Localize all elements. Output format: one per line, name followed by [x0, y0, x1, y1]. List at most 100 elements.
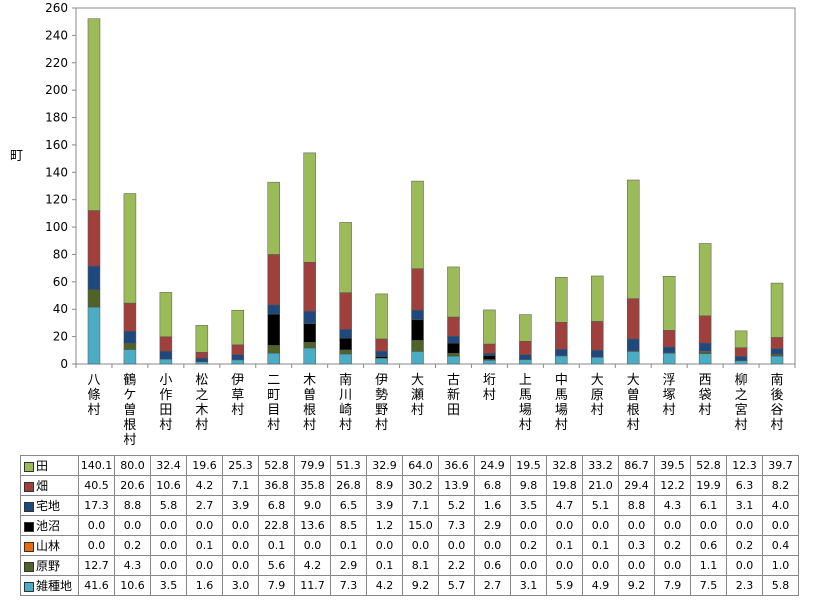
x-tick-label: 村	[339, 418, 352, 433]
bar-segment	[267, 313, 280, 346]
bar-segment	[339, 292, 352, 330]
table-row: 池沼 0.0 0.0 0.0 0.0 0.0 22.8 13.6 8.5 1.2 15.0 7.3 2.…	[20, 515, 799, 536]
x-tick-label: 村	[699, 403, 712, 418]
data-label: 0.6	[690, 535, 727, 556]
data-label: 10.6	[114, 575, 151, 596]
bar-segment	[662, 352, 676, 365]
x-tick-label: 浮	[663, 373, 676, 388]
bar-segment	[591, 357, 604, 365]
bar-segment	[159, 351, 173, 360]
data-label: 7.3	[330, 575, 367, 596]
data-label: 3.5	[150, 575, 187, 596]
x-tick-label: 曽	[303, 388, 316, 403]
bar-segment	[519, 314, 532, 342]
y-axis-label: 町	[10, 149, 24, 164]
x-tick-label: 根	[627, 403, 640, 418]
x-tick-label: 村	[519, 418, 532, 433]
data-label: 1.6	[474, 495, 511, 516]
data-label: 7.1	[402, 495, 439, 516]
bar-segment	[626, 298, 640, 340]
data-label: 0.0	[366, 535, 403, 556]
data-label: 0.0	[114, 515, 151, 536]
bar-segment	[123, 302, 137, 332]
x-tick-label: 南	[339, 372, 352, 388]
data-label: 0.0	[150, 555, 187, 576]
x-tick-label: ケ	[123, 388, 136, 403]
bar-segment	[411, 340, 424, 352]
data-label: 40.5	[78, 475, 115, 496]
x-tick-label: 大	[627, 373, 640, 388]
x-tick-label: 村	[411, 403, 424, 418]
legend-entry: 畑	[20, 475, 79, 496]
legend-entry: 雑種地	[20, 575, 79, 596]
data-label: 1.6	[186, 575, 223, 596]
bar-segment	[411, 319, 424, 341]
data-label: 7.5	[690, 575, 727, 596]
data-label: 9.0	[294, 495, 331, 516]
data-label: 4.3	[654, 495, 691, 516]
data-label: 30.2	[402, 475, 439, 496]
data-label: 32.8	[546, 455, 583, 476]
bar-segment	[123, 193, 137, 304]
bar-segment	[123, 349, 137, 365]
data-label: 86.7	[618, 455, 655, 476]
data-label: 33.2	[582, 455, 619, 476]
data-label: 79.9	[294, 455, 331, 476]
data-label: 5.2	[438, 495, 475, 516]
x-tick-label: 原	[591, 388, 604, 403]
x-tick-label: 町	[267, 388, 280, 403]
x-tick-label: 塚	[663, 388, 676, 403]
table-row: 雑種地 41.6 10.6 3.5 1.6 3.0 7.9 11.7 7.3 4.2 9.2 5.7 2…	[20, 575, 799, 596]
bar-segment	[267, 352, 280, 365]
bar-segment	[267, 254, 280, 306]
data-label: 6.8	[258, 495, 295, 516]
bar-segment	[339, 349, 352, 355]
x-tick-label: 川	[339, 388, 352, 403]
x-tick-label: 西	[699, 373, 712, 388]
x-tick-label: 馬	[555, 388, 568, 403]
x-tick-label: 二	[267, 373, 280, 388]
data-label: 0.6	[474, 555, 511, 576]
data-label: 0.0	[510, 515, 547, 536]
data-label: 6.3	[726, 475, 763, 496]
x-tick-label: 後	[771, 388, 784, 403]
bar-segment	[555, 277, 568, 323]
legend-swatch	[24, 501, 34, 512]
y-tick-label: 40	[53, 302, 68, 316]
bar-segment	[303, 341, 316, 349]
data-label: 0.0	[438, 535, 475, 556]
bar-segment	[339, 338, 352, 351]
data-label: 0.4	[762, 535, 799, 556]
data-label: 26.8	[330, 475, 367, 496]
bar-segment	[159, 358, 173, 365]
data-label: 36.6	[438, 455, 475, 476]
data-label: 0.0	[474, 535, 511, 556]
legend-entry: 田	[20, 455, 79, 476]
x-tick-label: 村	[231, 403, 244, 418]
bar-segment	[698, 342, 712, 352]
data-label: 5.9	[546, 575, 583, 596]
x-tick-label: 垳	[483, 373, 496, 388]
bar-segment	[375, 350, 388, 357]
data-label: 0.1	[546, 535, 583, 556]
x-tick-label: 場	[555, 403, 568, 418]
bar-segment	[447, 352, 460, 357]
data-label: 4.9	[582, 575, 619, 596]
data-label: 5.7	[438, 575, 475, 596]
data-label: 2.7	[186, 495, 223, 516]
bar-segment	[591, 275, 604, 322]
x-tick-label: 村	[735, 418, 748, 433]
x-tick-label: 柳	[735, 373, 748, 388]
bar-segment	[267, 304, 280, 315]
data-label: 80.0	[114, 455, 151, 476]
y-tick-label: 120	[45, 193, 68, 207]
legend-swatch	[24, 461, 34, 472]
x-tick-label: 小	[159, 373, 172, 388]
data-label: 0.0	[654, 555, 691, 576]
bar-segment	[519, 359, 532, 365]
x-tick-label: 作	[159, 388, 172, 403]
y-tick-label: 60	[53, 275, 68, 289]
x-tick-label: 曽	[627, 388, 640, 403]
data-label: 9.2	[618, 575, 655, 596]
table-row: 田 140.1 80.0 32.4 19.6 25.3 52.8 79.9 51.3 32.9 64…	[20, 455, 799, 476]
